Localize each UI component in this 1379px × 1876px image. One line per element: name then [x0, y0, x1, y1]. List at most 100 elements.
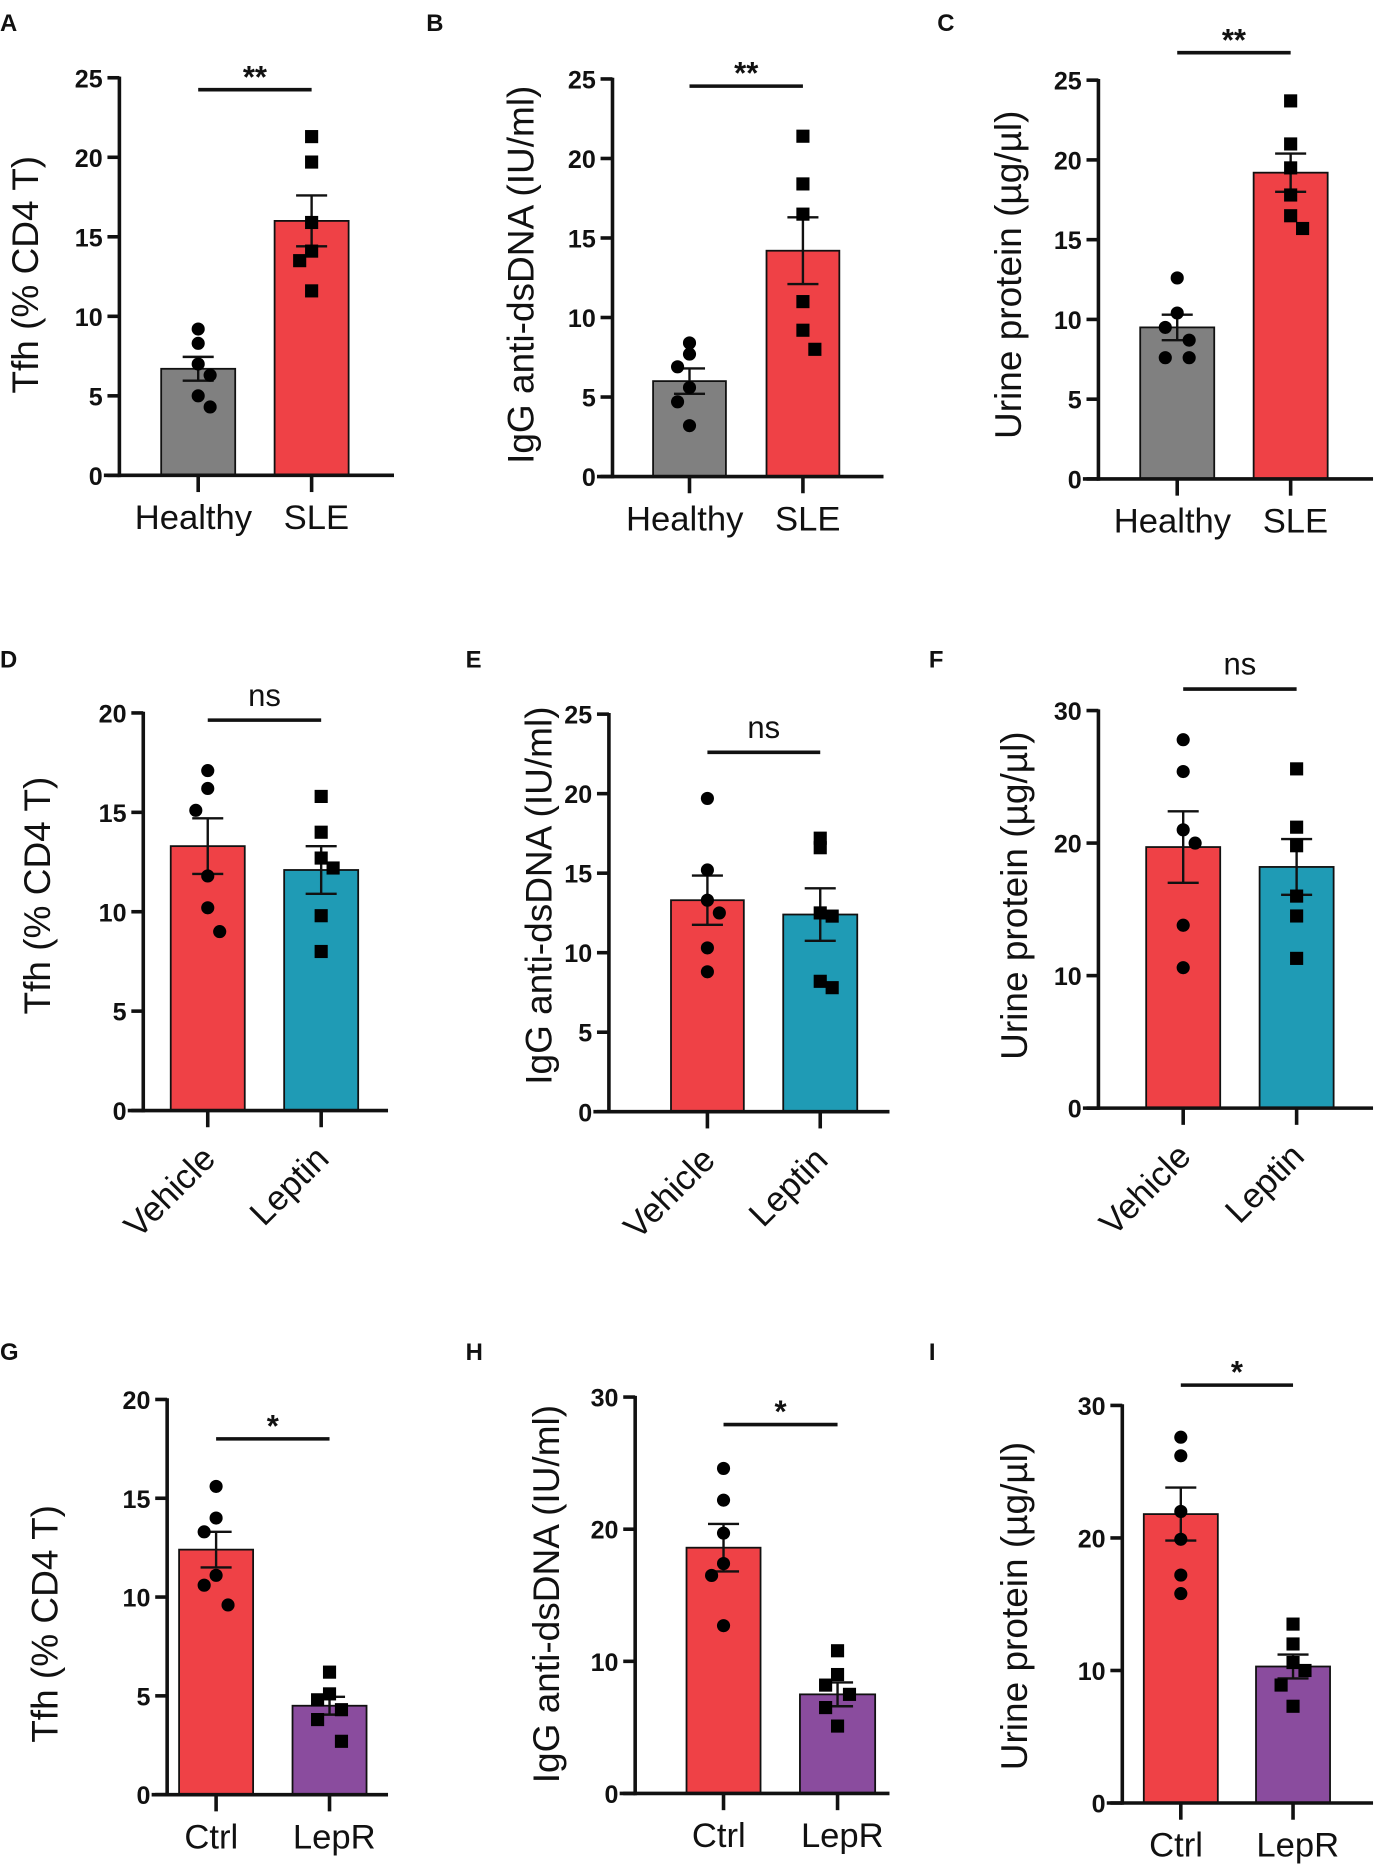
significance-label: ns — [1224, 647, 1257, 682]
panel-label: H — [466, 1339, 483, 1366]
category-label: Vehicle — [1093, 1137, 1199, 1243]
y-tick-label: 20 — [591, 1517, 619, 1545]
data-point — [203, 400, 217, 414]
y-tick-label: 10 — [568, 305, 596, 333]
data-point — [191, 336, 205, 350]
y-tick-label: 5 — [113, 999, 127, 1027]
bar-ctrl — [685, 1546, 762, 1795]
data-point — [221, 1598, 235, 1612]
y-axis-title: IgG anti-dsDNA (IU/ml) — [518, 706, 560, 1084]
significance-label: ns — [747, 710, 780, 745]
data-point — [1170, 306, 1184, 320]
y-tick-label: 10 — [1054, 963, 1082, 991]
data-point — [1286, 1617, 1300, 1631]
panel-label: I — [929, 1339, 936, 1366]
data-point — [716, 1526, 731, 1540]
y-tick-label: 15 — [564, 861, 592, 889]
data-point — [1290, 762, 1304, 776]
data-point — [716, 1556, 731, 1571]
significance-label: * — [774, 1394, 787, 1429]
bar-healthy — [1139, 326, 1216, 480]
y-tick-label: 15 — [568, 226, 596, 254]
y-tick-label: 30 — [1054, 698, 1082, 726]
data-point — [1174, 1430, 1188, 1444]
data-point — [716, 1619, 731, 1633]
data-point — [830, 1644, 845, 1658]
data-point — [201, 764, 215, 778]
data-point — [322, 1665, 337, 1679]
panel-label: A — [0, 10, 17, 37]
data-point — [305, 284, 319, 298]
y-tick-label: 20 — [1054, 831, 1082, 859]
panel-label: B — [426, 10, 443, 37]
significance-label: * — [1231, 1355, 1244, 1390]
category-label: Ctrl — [184, 1818, 238, 1856]
data-point — [191, 357, 205, 371]
data-point — [682, 336, 697, 350]
data-point — [314, 909, 328, 923]
category-label: Ctrl — [1149, 1827, 1203, 1865]
y-tick-label: 0 — [1068, 466, 1082, 494]
category-label: Ctrl — [692, 1817, 746, 1855]
data-point — [716, 1493, 731, 1507]
y-axis-title: Tfh (% CD4 T) — [23, 1505, 65, 1743]
y-tick-label: 25 — [1054, 68, 1082, 96]
y-tick-label: 10 — [591, 1649, 619, 1677]
data-point — [322, 1687, 337, 1701]
data-point — [1176, 823, 1190, 837]
category-label: LepR — [1256, 1827, 1339, 1865]
bar-vehicle — [1145, 846, 1222, 1110]
significance-label: * — [267, 1408, 280, 1443]
data-point — [682, 347, 697, 361]
y-tick-label: 10 — [1054, 307, 1082, 335]
data-point — [819, 1678, 833, 1692]
y-tick-label: 5 — [136, 1683, 150, 1711]
data-point — [191, 389, 205, 403]
data-point — [1290, 889, 1304, 903]
bar-ctrl — [178, 1548, 255, 1796]
data-point — [819, 1701, 833, 1715]
data-point — [808, 342, 822, 356]
data-point — [1176, 961, 1190, 975]
data-point — [700, 941, 714, 955]
y-tick-label: 30 — [1078, 1393, 1106, 1421]
category-label: Healthy — [1114, 503, 1232, 541]
data-point — [670, 360, 685, 374]
y-tick-label: 15 — [123, 1486, 151, 1514]
data-point — [1290, 839, 1304, 853]
data-point — [830, 1719, 845, 1733]
category-label: SLE — [775, 500, 840, 538]
y-tick-label: 25 — [568, 67, 596, 95]
data-point — [1170, 271, 1184, 285]
bar-healthy — [160, 367, 237, 477]
data-point — [334, 1703, 349, 1717]
data-point — [1174, 1449, 1188, 1463]
data-point — [201, 781, 215, 796]
data-point — [209, 1479, 223, 1493]
data-point — [191, 322, 205, 336]
y-tick-label: 25 — [564, 702, 592, 730]
data-point — [189, 803, 203, 817]
y-axis-title: Urine protein (µg/µl) — [987, 111, 1029, 439]
data-point — [700, 791, 714, 805]
data-point — [1176, 918, 1190, 932]
category-label: LepR — [801, 1817, 884, 1855]
bar-leptin — [1258, 866, 1335, 1110]
y-axis-title: Tfh (% CD4 T) — [4, 156, 46, 394]
bar-vehicle — [169, 845, 246, 1112]
panel-label: D — [0, 647, 17, 674]
data-point — [796, 323, 810, 337]
y-tick-label: 15 — [75, 224, 103, 252]
data-point — [1284, 209, 1298, 223]
data-point — [842, 1687, 857, 1701]
bar-leptin — [283, 869, 360, 1112]
data-point — [197, 1525, 211, 1539]
bar-ctrl — [1142, 1513, 1219, 1804]
data-point — [305, 155, 319, 169]
data-point — [1290, 820, 1304, 834]
data-point — [1158, 320, 1172, 334]
data-point — [825, 981, 839, 995]
y-tick-label: 0 — [605, 1781, 619, 1809]
data-point — [201, 869, 215, 883]
